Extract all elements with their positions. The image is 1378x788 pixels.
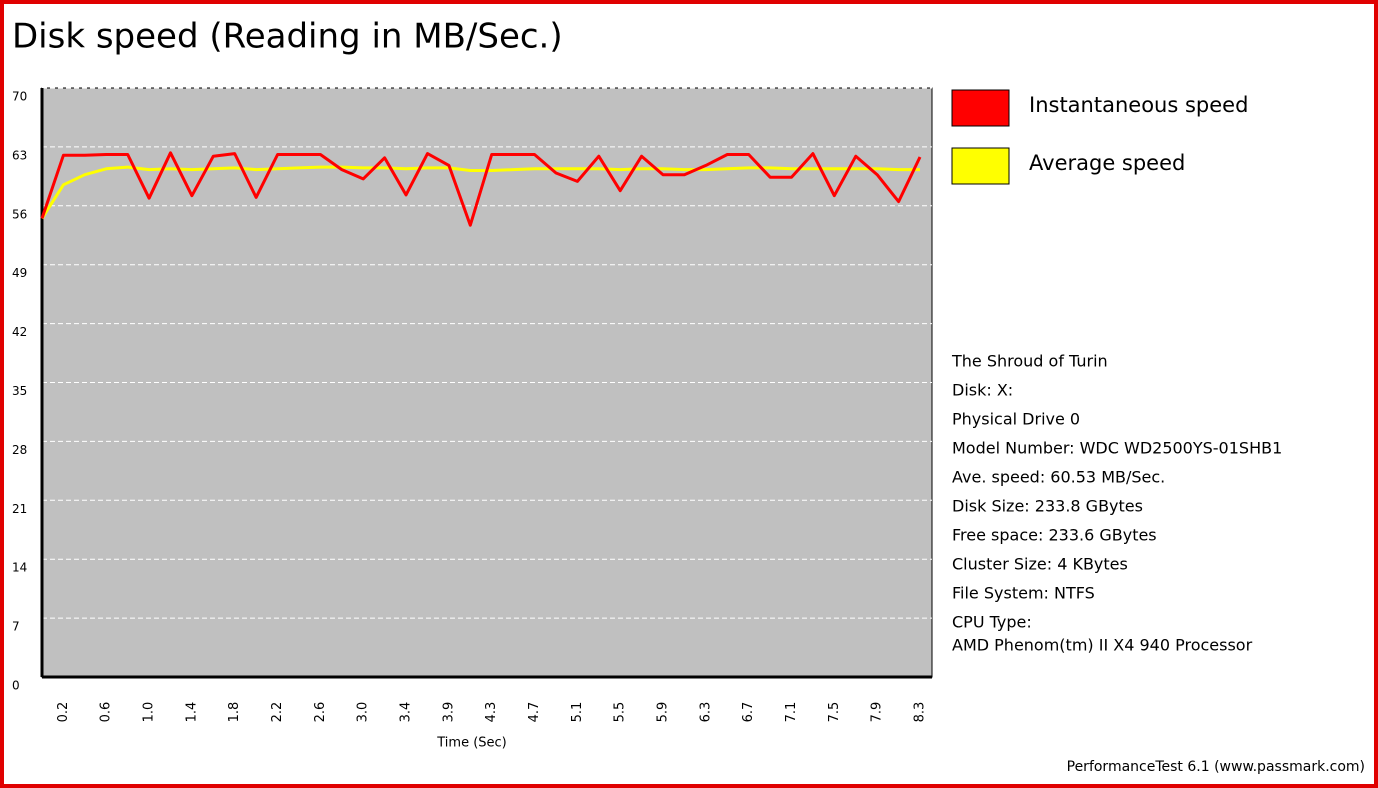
- info-line: Disk Size: 233.8 GBytes: [952, 497, 1143, 516]
- legend-label: Average speed: [1029, 151, 1185, 175]
- legend-swatch: [951, 147, 1010, 185]
- x-tick-label: 1.4: [184, 702, 199, 723]
- x-tick-label: 5.1: [570, 702, 585, 723]
- x-tick-label: 6.7: [741, 702, 756, 723]
- legend-label: Instantaneous speed: [1029, 93, 1248, 117]
- legend-swatch: [951, 89, 1010, 127]
- x-tick-label: 0.2: [56, 702, 71, 723]
- x-tick-label: 5.9: [656, 702, 671, 723]
- x-tick-label: 7.9: [870, 702, 885, 723]
- x-tick-label: 3.9: [441, 702, 456, 723]
- info-line: File System: NTFS: [952, 584, 1095, 603]
- footer: PerformanceTest 6.1 (www.passmark.com): [1067, 759, 1365, 775]
- x-tick-label: 3.0: [356, 702, 371, 723]
- y-tick-label: 0: [12, 679, 20, 693]
- series-line: [40, 151, 922, 227]
- info-line: Physical Drive 0: [952, 410, 1080, 429]
- x-tick-label: 6.3: [698, 702, 713, 723]
- info-line: Cluster Size: 4 KBytes: [952, 555, 1128, 574]
- y-tick-label: 49: [12, 266, 27, 280]
- x-tick-label: 4.3: [484, 702, 499, 723]
- info-line: The Shroud of Turin: [951, 352, 1108, 371]
- chart-title: Disk speed (Reading in MB/Sec.): [12, 17, 563, 57]
- y-tick-label: 7: [12, 620, 20, 634]
- y-tick-label: 56: [12, 207, 27, 221]
- y-tick-label: 70: [12, 90, 27, 104]
- x-tick-label: 5.5: [613, 702, 628, 723]
- y-tick-label: 21: [12, 502, 27, 516]
- x-tick-label: 8.3: [913, 702, 928, 723]
- x-axis-title: Time (Sec): [436, 736, 507, 751]
- x-tick-label: 2.2: [270, 702, 285, 723]
- x-tick-label: 4.7: [527, 702, 542, 723]
- info-line: Model Number: WDC WD2500YS-01SHB1: [952, 439, 1282, 458]
- info-line: Free space: 233.6 GBytes: [952, 526, 1157, 545]
- x-tick-label: 1.8: [227, 702, 242, 723]
- y-tick-label: 35: [12, 384, 27, 398]
- x-tick-label: 0.6: [99, 702, 114, 723]
- x-tick-label: 7.1: [784, 702, 799, 723]
- y-tick-label: 28: [12, 443, 27, 457]
- info-line: Ave. speed: 60.53 MB/Sec.: [952, 468, 1165, 487]
- x-tick-label: 7.5: [827, 702, 842, 723]
- y-tick-label: 63: [12, 148, 27, 162]
- series-line: [40, 165, 920, 220]
- x-tick-label: 2.6: [313, 702, 328, 723]
- y-tick-label: 14: [12, 561, 27, 575]
- info-line: Disk: X:: [952, 381, 1013, 400]
- info-line: CPU Type:: [952, 613, 1032, 632]
- x-tick-label: 3.4: [399, 702, 414, 723]
- info-line: AMD Phenom(tm) II X4 940 Processor: [952, 636, 1253, 655]
- y-tick-label: 42: [12, 325, 27, 339]
- x-tick-label: 1.0: [142, 702, 157, 723]
